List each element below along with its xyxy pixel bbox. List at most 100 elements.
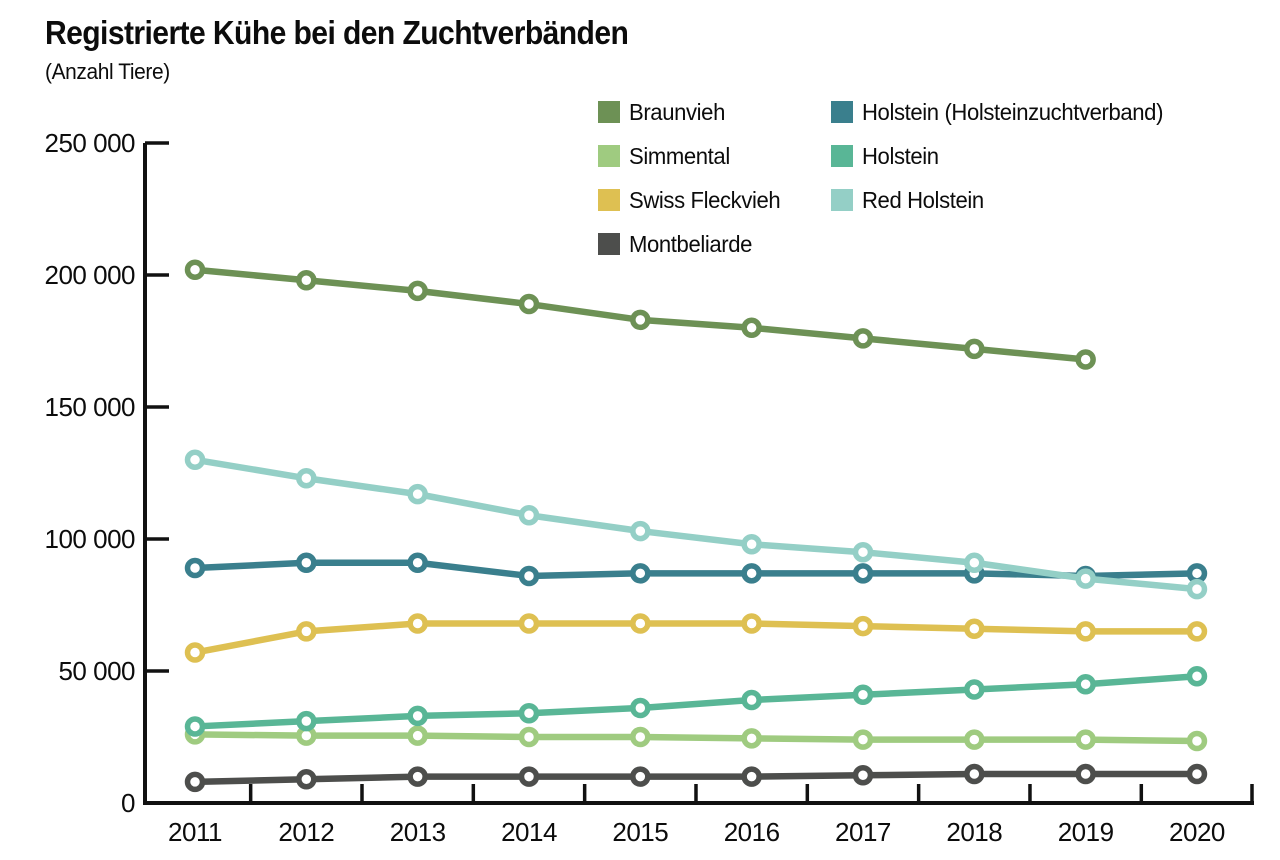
data-point-marker — [964, 552, 985, 574]
data-point-marker — [964, 763, 985, 785]
legend-item-braunvieh: Braunvieh — [598, 98, 831, 125]
legend-swatch-icon — [598, 145, 620, 167]
legend-item-red-holstein: Red Holstein — [831, 187, 1176, 213]
data-point-marker — [1186, 763, 1208, 785]
x-tick-label: 2016 — [724, 817, 780, 847]
x-tick-label: 2014 — [501, 817, 557, 847]
series-line — [191, 770, 1201, 786]
data-point-marker — [296, 270, 317, 291]
data-point-marker — [630, 726, 651, 748]
data-point-marker — [852, 765, 874, 786]
legend-swatch-icon — [831, 189, 853, 211]
data-point-marker — [630, 309, 651, 331]
data-point-marker — [407, 766, 428, 787]
data-point-marker — [741, 534, 762, 555]
data-point-marker — [518, 702, 540, 724]
data-point-marker — [1186, 578, 1208, 600]
legend-item-holstein: Holstein — [831, 142, 1176, 169]
legend-swatch-icon — [598, 189, 620, 211]
x-tick-label: 2018 — [946, 817, 1002, 847]
series-holstein-holsteinzuchtverband — [184, 552, 1208, 587]
x-tick-label: 2017 — [835, 817, 891, 847]
series-swiss-fleckvieh — [184, 613, 1208, 663]
legend-item-simmental: Simmental — [598, 142, 831, 169]
data-point-marker — [518, 613, 540, 634]
legend-swatch-icon — [598, 101, 620, 123]
data-point-marker — [964, 729, 985, 750]
series-line — [191, 456, 1201, 593]
data-point-marker — [518, 565, 540, 587]
data-point-marker — [184, 771, 206, 793]
data-point-marker — [1075, 673, 1096, 695]
series-montbeliarde — [184, 763, 1208, 793]
data-point-marker — [296, 468, 317, 489]
data-point-marker — [518, 293, 540, 315]
legend-item-montbeliarde: Montbeliarde — [598, 230, 831, 257]
data-point-marker — [518, 726, 540, 748]
data-point-marker — [407, 705, 428, 727]
y-tick-label: 0 — [121, 788, 135, 818]
data-point-marker — [296, 768, 317, 790]
data-point-marker — [518, 504, 540, 526]
data-point-marker — [184, 642, 206, 663]
x-tick-label: 2011 — [168, 817, 222, 847]
legend-label: Holstein — [862, 142, 939, 169]
data-point-marker — [741, 728, 762, 749]
series-braunvieh — [184, 259, 1096, 370]
legend-label: Montbeliarde — [629, 230, 753, 257]
data-point-marker — [1075, 568, 1096, 589]
data-point-marker — [184, 259, 206, 280]
data-point-marker — [964, 679, 985, 700]
x-tick-label: 2012 — [278, 817, 334, 847]
data-point-marker — [741, 766, 762, 787]
y-tick-label: 250 000 — [45, 128, 136, 158]
x-tick-label: 2019 — [1058, 817, 1114, 847]
data-point-marker — [1075, 621, 1096, 642]
y-tick-label: 100 000 — [45, 524, 136, 554]
chart-title: Registrierte Kühe bei den Zuchtverbänden — [45, 14, 629, 52]
data-point-marker — [741, 317, 762, 339]
data-point-marker — [1075, 763, 1096, 785]
data-point-marker — [296, 621, 317, 642]
y-tick-label: 200 000 — [45, 260, 136, 290]
data-point-marker — [1075, 349, 1096, 370]
data-point-marker — [407, 280, 428, 302]
data-point-marker — [296, 710, 317, 732]
y-tick-label: 150 000 — [45, 392, 136, 422]
legend-label: Holstein (Holsteinzuchtverband) — [862, 98, 1164, 125]
series-red-holstein — [184, 449, 1208, 600]
data-point-marker — [407, 613, 428, 634]
axes: 0 50 000 100 000 150 000 200 000 250 000 2011 2… — [45, 128, 1254, 847]
data-point-marker — [184, 557, 206, 579]
data-point-marker — [184, 449, 206, 471]
data-point-marker — [852, 328, 874, 349]
chart-header: Registrierte Kühe bei den Zuchtverbänden… — [45, 14, 646, 85]
data-point-marker — [1186, 563, 1208, 584]
legend-label: Braunvieh — [629, 98, 725, 125]
series-simmental — [184, 724, 1208, 752]
legend-item-holstein-holsteinzuchtverband: Holstein (Holsteinzuchtverband) — [831, 98, 1176, 125]
legend-swatch-icon — [831, 145, 853, 167]
data-point-marker — [964, 618, 985, 640]
data-point-marker — [630, 697, 651, 719]
data-point-marker — [296, 552, 317, 574]
data-point-marker — [741, 563, 762, 584]
data-point-marker — [518, 766, 540, 787]
data-point-marker — [1075, 729, 1096, 750]
x-tick-label: 2013 — [390, 817, 446, 847]
data-point-marker — [964, 338, 985, 360]
data-point-marker — [1186, 666, 1208, 687]
data-point-marker — [1186, 730, 1208, 752]
x-tick-label: 2020 — [1169, 817, 1225, 847]
data-point-marker — [852, 541, 874, 563]
data-point-marker — [1186, 621, 1208, 642]
x-tick-label: 2015 — [612, 817, 668, 847]
data-point-marker — [630, 520, 651, 542]
data-point-marker — [184, 716, 206, 737]
series-line — [191, 620, 1201, 656]
legend-item-swiss-fleckvieh: Swiss Fleckvieh — [598, 187, 831, 213]
series-line — [191, 673, 1201, 730]
legend-label: Simmental — [629, 142, 730, 169]
data-point-marker — [741, 613, 762, 634]
